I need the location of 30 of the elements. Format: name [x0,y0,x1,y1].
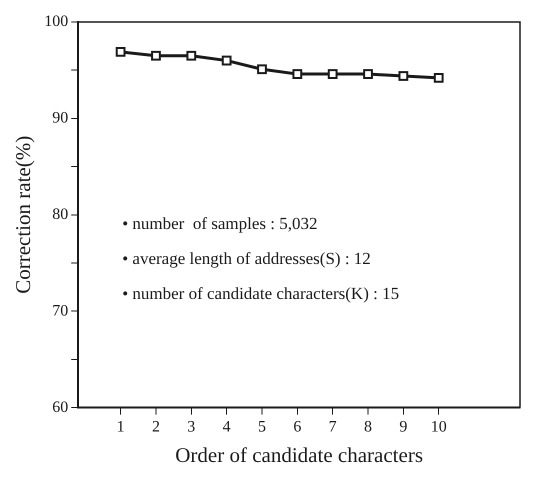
point [186,50,196,61]
y-tick-label: 80 [52,206,68,224]
point [151,50,161,61]
point [328,69,338,79]
point [257,64,267,74]
x-tick-label: 4 [222,418,231,436]
y-tick-label: 90 [52,110,68,127]
x-axis-title: Order of candidate characters [175,442,423,467]
annotation: • number of candidate characters(K) : 15 [122,284,400,303]
annotation: • average length of addresses(S) : 12 [122,248,371,268]
point [398,71,408,81]
x-tick-label: 10 [430,418,447,436]
x-tick-label: 7 [328,418,337,436]
point [292,69,302,79]
x-tick-label: 9 [399,418,408,436]
y-tick-label: 100 [44,13,68,30]
x-tick-label: 2 [152,418,160,436]
point [434,73,444,83]
y-axis-title: Correction rate(%) [11,136,36,294]
x-tick-label: 8 [364,418,372,436]
x-tick-label: 5 [258,418,266,436]
y-tick-label: 60 [52,398,68,416]
point [363,69,373,79]
x-tick-label: 1 [116,418,125,436]
y-tick-label: 70 [52,302,68,320]
point [222,56,232,66]
annotation: • number of samples : 5,032 [122,214,318,233]
x-tick-label: 6 [293,418,302,436]
x-tick-label: 3 [187,418,196,436]
point [116,46,126,57]
